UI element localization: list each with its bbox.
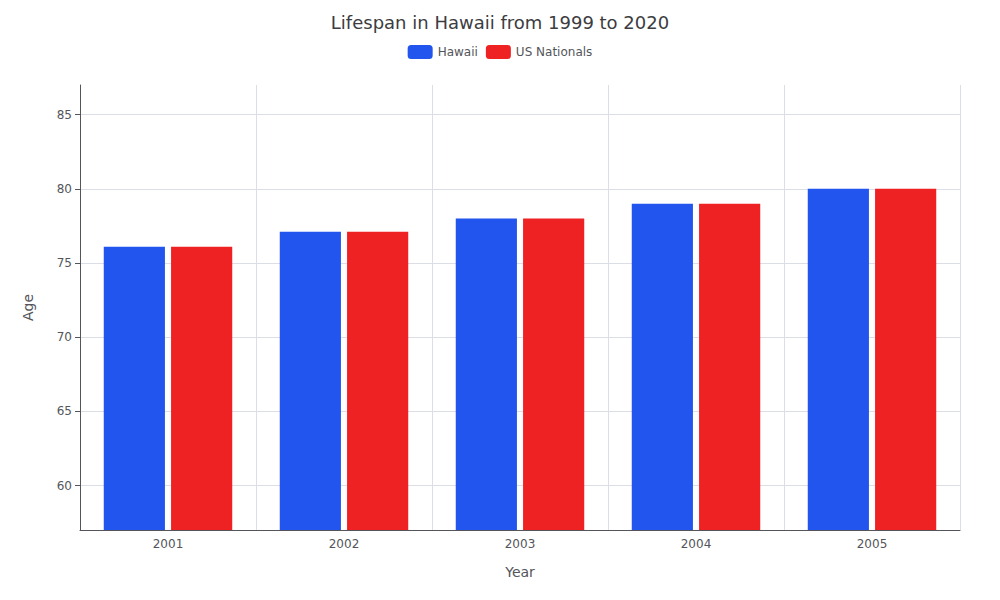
svg-text:85: 85 <box>57 108 72 122</box>
svg-text:70: 70 <box>57 330 72 344</box>
svg-text:60: 60 <box>57 479 72 493</box>
svg-text:75: 75 <box>57 256 72 270</box>
svg-text:Year: Year <box>504 564 535 580</box>
svg-text:Hawaii: Hawaii <box>438 45 478 59</box>
svg-text:2001: 2001 <box>153 537 184 551</box>
svg-text:65: 65 <box>57 404 72 418</box>
svg-text:Age: Age <box>20 294 36 321</box>
svg-text:US Nationals: US Nationals <box>516 45 592 59</box>
svg-text:2004: 2004 <box>681 537 712 551</box>
svg-text:80: 80 <box>57 182 72 196</box>
svg-text:2005: 2005 <box>857 537 888 551</box>
svg-text:Lifespan in Hawaii from 1999 t: Lifespan in Hawaii from 1999 to 2020 <box>331 12 669 33</box>
svg-text:2003: 2003 <box>505 537 536 551</box>
svg-text:2002: 2002 <box>329 537 360 551</box>
